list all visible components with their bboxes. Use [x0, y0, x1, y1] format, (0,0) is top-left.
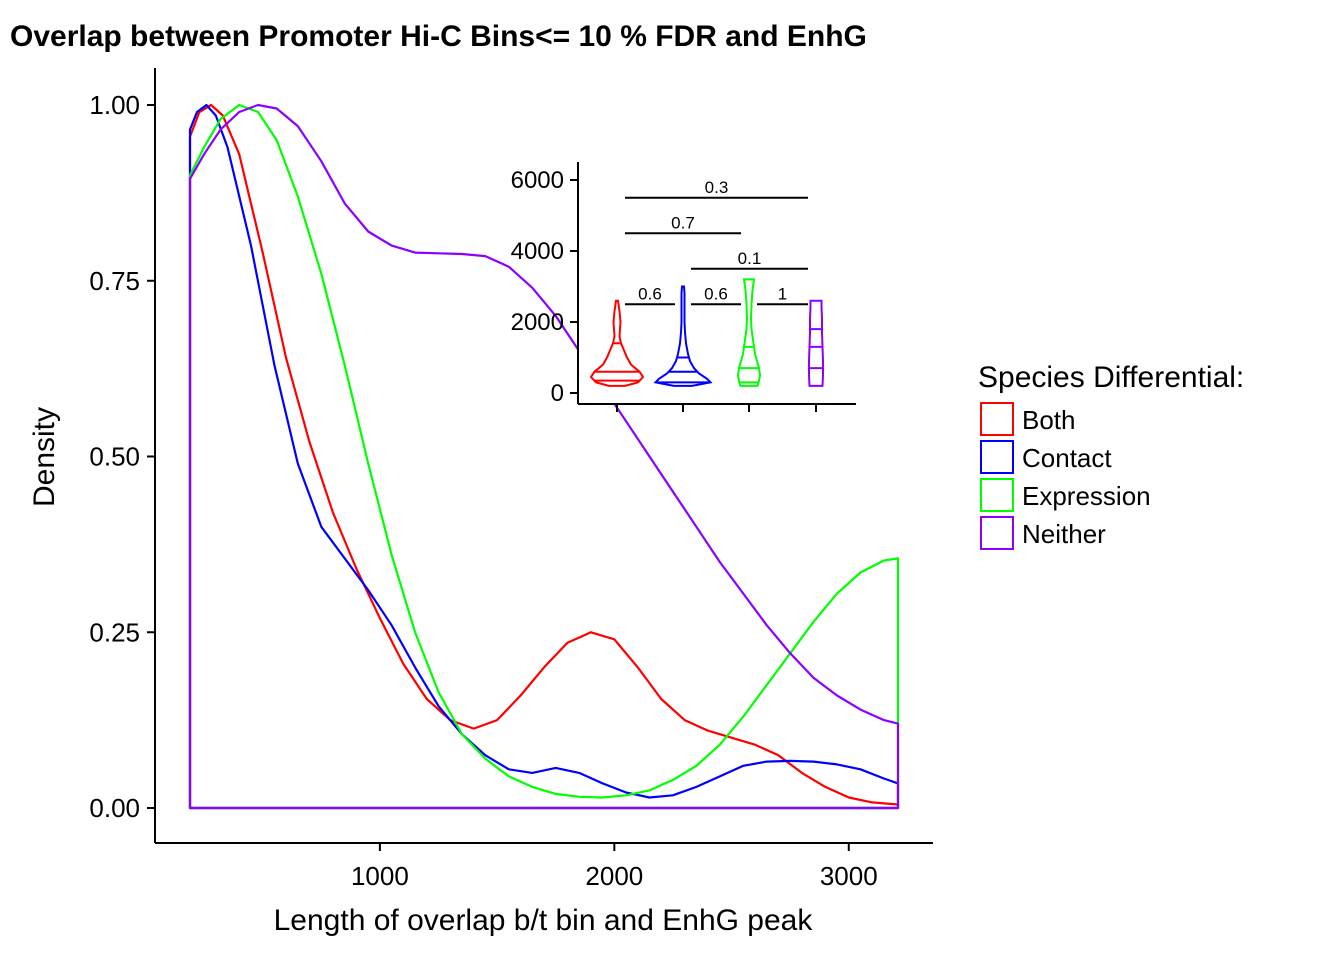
- y-axis-ticks: 0.00 0.25 0.50 0.75 1.00: [89, 90, 155, 823]
- comparison-p-value: 1: [778, 284, 787, 303]
- y-tick-label: 0.00: [89, 793, 140, 823]
- legend-key-neither: [980, 516, 1014, 550]
- inset-x-axis-ticks: [616, 404, 817, 412]
- violin-both: [589, 299, 645, 387]
- inset-y-tick-label: 6000: [511, 167, 564, 194]
- x-axis-title: Length of overlap b/t bin and EnhG peak: [274, 904, 814, 937]
- inset-y-axis-ticks: 0 2000 4000 6000: [511, 167, 578, 407]
- density-line-both: [188, 103, 900, 810]
- x-tick-label: 1000: [351, 861, 409, 891]
- y-tick-label: 0.75: [89, 266, 140, 296]
- y-tick-label: 1.00: [89, 90, 140, 120]
- comparison-p-value: 0.6: [638, 284, 662, 303]
- density-line-neither: [188, 103, 900, 810]
- legend-label-both: Both: [1022, 405, 1076, 435]
- legend-label-neither: Neither: [1022, 519, 1106, 549]
- y-tick-label: 0.50: [89, 442, 140, 472]
- inset-y-tick-label: 0: [551, 380, 564, 407]
- density-line-contact: [188, 103, 900, 810]
- y-tick-label: 0.25: [89, 617, 140, 647]
- y-axis-title: Density: [28, 407, 61, 507]
- comparison-p-value: 0.6: [704, 284, 728, 303]
- legend-items: Both Contact Expression Neither: [980, 402, 1151, 550]
- x-tick-label: 3000: [820, 861, 878, 891]
- x-axis-ticks: 1000 2000 3000: [351, 843, 878, 891]
- x-tick-label: 2000: [585, 861, 643, 891]
- legend-title: Species Differential:: [978, 361, 1244, 394]
- comparison-p-value: 0.7: [671, 213, 695, 232]
- density-line-expression: [188, 103, 900, 810]
- chart-title: Overlap between Promoter Hi-C Bins<= 10 …: [10, 20, 867, 53]
- legend-label-expression: Expression: [1022, 481, 1151, 511]
- inset-y-tick-label: 2000: [511, 309, 564, 336]
- legend: Species Differential: Both Contact Express…: [978, 361, 1244, 550]
- inset-violin-plot: 0.3 0.7 0.1 0.6 0.6 1 0 2000 4000 6000: [511, 162, 856, 412]
- inset-y-tick-label: 4000: [511, 238, 564, 265]
- density-lines: [188, 103, 900, 810]
- inset-violins: [589, 278, 824, 387]
- main-plot-area: 0.00 0.25 0.50 0.75 1.00 1000 2000 3000 Length…: [28, 68, 933, 937]
- legend-label-contact: Contact: [1022, 443, 1112, 473]
- inset-comparison-brackets: 0.3 0.7 0.1 0.6 0.6 1: [625, 178, 808, 306]
- legend-key-expression: [980, 478, 1014, 512]
- violin-expression: [736, 278, 762, 387]
- comparison-p-value: 0.3: [705, 178, 729, 197]
- legend-key-both: [980, 402, 1014, 436]
- legend-key-contact: [980, 440, 1014, 474]
- violin-neither: [808, 299, 824, 387]
- comparison-p-value: 0.1: [738, 249, 762, 268]
